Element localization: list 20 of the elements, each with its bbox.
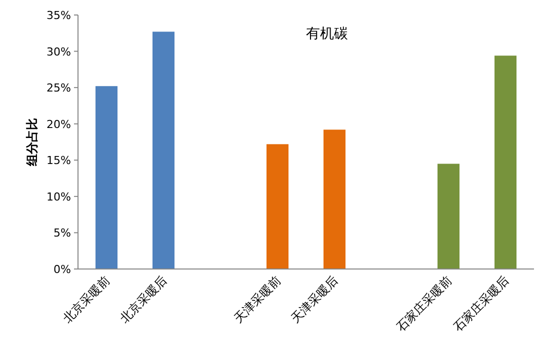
y-tick-label: 0% [54,263,71,276]
y-tick-label: 10% [46,190,71,204]
x-tick-label: 北京采暖后 [117,273,170,326]
bar [494,56,516,269]
x-tick-label: 天津采暖前 [231,273,284,326]
text: 有机碳 [306,26,348,42]
y-axis-title: 组分占比 [25,118,39,167]
bar [96,86,118,269]
y-tick-label: 15% [46,154,71,168]
y-tick-label: 20% [46,118,71,131]
y-tick-label: 35% [46,9,71,22]
x-tick-label: 天津采暖后 [288,273,341,326]
y-tick-label: 30% [46,45,71,58]
x-tick-label: 北京采暖前 [60,273,113,326]
bar [324,130,346,269]
y-tick-label: 25% [46,82,71,95]
bar [152,32,174,269]
y-tick-label: 5% [54,226,71,240]
bar [266,144,288,269]
bar [438,164,460,269]
